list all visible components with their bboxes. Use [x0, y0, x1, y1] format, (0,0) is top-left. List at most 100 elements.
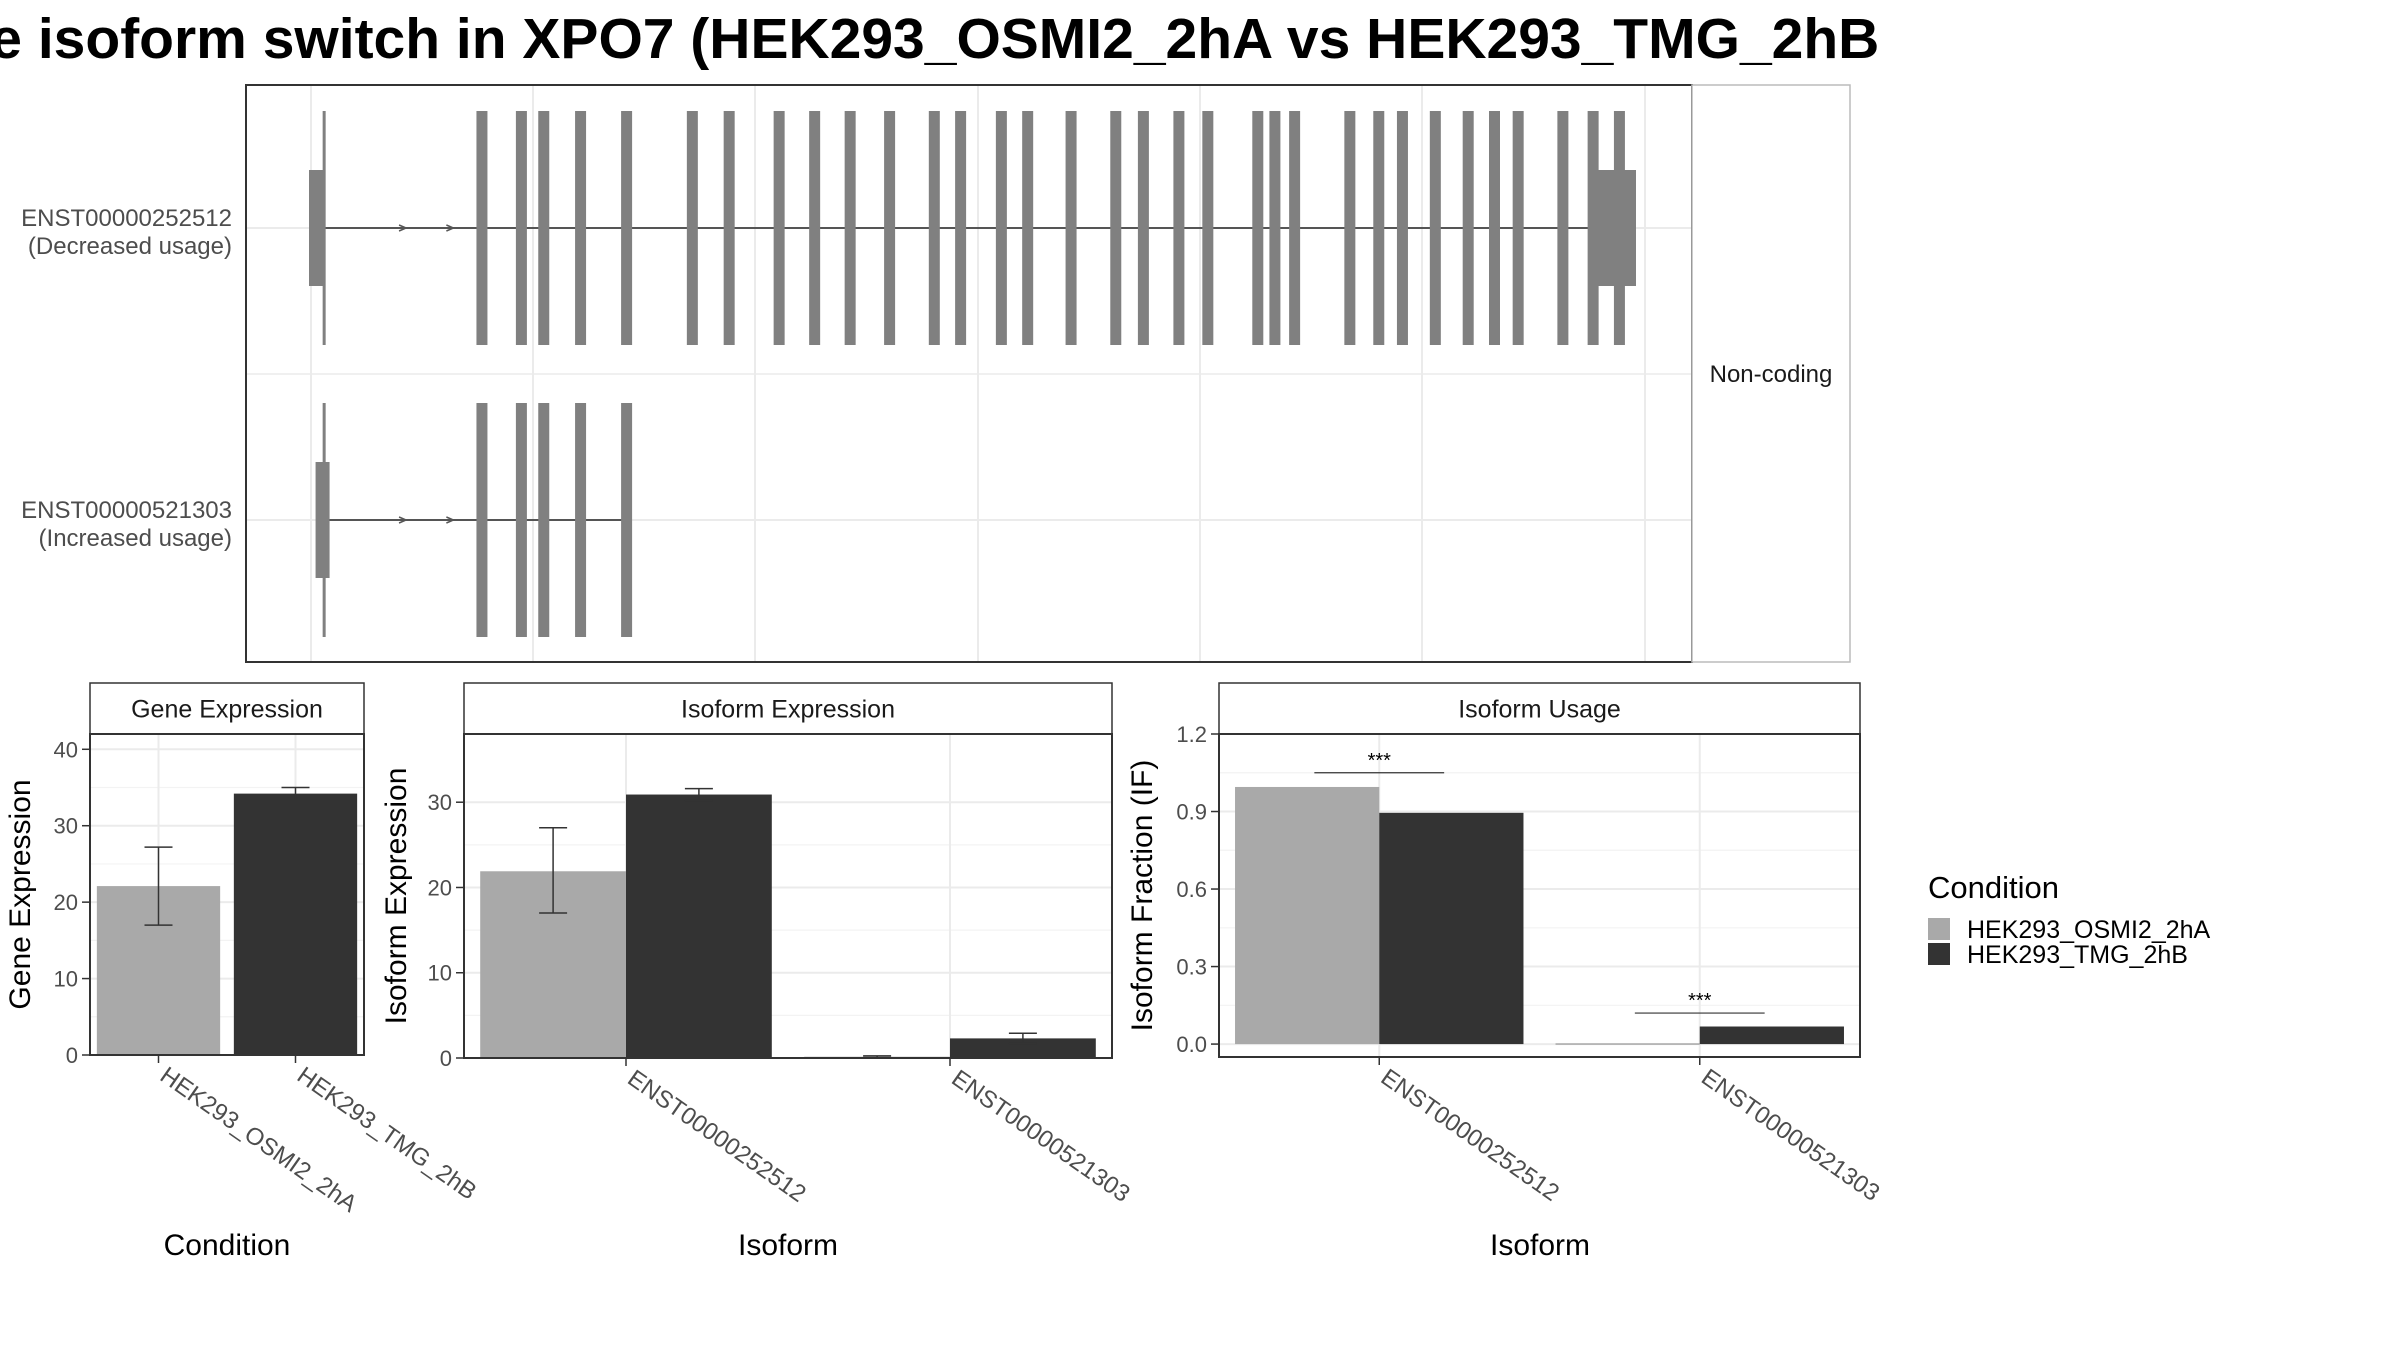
exon-block: [1489, 111, 1500, 345]
exon-block: [686, 111, 698, 345]
strand-arrow: [446, 224, 456, 232]
exon-block: [538, 111, 550, 345]
y-axis-title: Gene Expression: [4, 779, 37, 1009]
x-tick-label: ENST00000252512: [1376, 1064, 1564, 1207]
exon-block: [723, 111, 735, 345]
exon-block: [995, 111, 1007, 345]
bar: [1379, 812, 1524, 1045]
x-axis-title: Condition: [164, 1229, 291, 1262]
exon-block: [575, 403, 587, 637]
exon-block: [1110, 111, 1122, 345]
exon-block: [1587, 111, 1599, 345]
exon-block: [538, 403, 550, 637]
exon-block: [955, 111, 967, 345]
bar: [1235, 786, 1380, 1045]
exon-block: [884, 111, 896, 345]
significance-label: ***: [1688, 990, 1712, 1012]
utr-block: [315, 462, 330, 578]
exon-block: [1396, 111, 1408, 345]
legend-label: HEK293_TMG_2hB: [1967, 941, 2188, 969]
exon-block: [773, 111, 785, 345]
exon-block: [844, 111, 856, 345]
bar: [626, 794, 772, 1058]
facet-label: Non-coding: [1710, 361, 1833, 388]
exon-block: [1512, 111, 1524, 345]
y-axis-title: Isoform Expression: [380, 768, 413, 1025]
isoform-expression-panel: Isoform Expression 0 10 20 30 ENST00000252512…: [380, 682, 1135, 1262]
panel-frame: [463, 733, 1113, 1059]
legend-swatch: [1928, 918, 1950, 940]
x-tick-label: ENST00000252512: [623, 1065, 811, 1208]
exon-block: [809, 111, 821, 345]
x-axis-title: Isoform: [738, 1229, 838, 1262]
panel-frame: [89, 733, 365, 1056]
exon-block: [1137, 111, 1149, 345]
panel-strip: [1218, 682, 1861, 735]
y-tick-label: 0.0: [1176, 1032, 1207, 1057]
legend-swatch: [1928, 943, 1950, 965]
y-tick-label: 20: [54, 890, 78, 915]
y-tick-label: 0.9: [1176, 800, 1207, 825]
y-tick-label: 0: [66, 1043, 78, 1068]
panel-frame: [1218, 733, 1861, 1058]
exon-block: [515, 403, 527, 637]
exon-block: [1022, 111, 1034, 345]
y-tick-label: 10: [428, 961, 452, 986]
y-tick-label: 20: [428, 875, 452, 900]
transcript-usage-label: (Increased usage): [39, 525, 232, 552]
y-tick-label: 0.6: [1176, 877, 1207, 902]
exon-block: [575, 111, 587, 345]
x-axis-title: Isoform: [1490, 1229, 1590, 1262]
exon-block: [1344, 111, 1356, 345]
transcript-structure-panel: ENST00000252512(Decreased usage) ENST0000…: [21, 84, 1851, 663]
y-tick-label: 30: [54, 814, 78, 839]
y-tick-label: 0.3: [1176, 955, 1207, 980]
y-tick-label: 40: [54, 737, 78, 762]
panel-title: Gene Expression: [131, 696, 323, 724]
exon-block: [1373, 111, 1385, 345]
bar: [1555, 1043, 1700, 1045]
y-tick-label: 0: [440, 1046, 452, 1071]
y-tick-label: 30: [428, 790, 452, 815]
figure-title: The isoform switch in XPO7 (HEK293_OSMI2…: [0, 7, 1879, 71]
exon-block: [1269, 111, 1281, 345]
facet-strip: [1691, 84, 1851, 663]
legend-label: HEK293_OSMI2_2hA: [1967, 916, 2211, 944]
panel-title: Isoform Usage: [1458, 696, 1621, 724]
panel-strip: [89, 682, 365, 735]
exon-block: [1173, 111, 1185, 345]
panel-title: Isoform Expression: [681, 696, 895, 724]
exon-block: [1613, 111, 1625, 345]
exon-block: [1557, 111, 1569, 345]
isoform-usage-panel: Isoform Usage *** *** 0.0 0.3 0.6 0.9 1.2 ENST00…: [1126, 682, 1885, 1262]
significance-label: ***: [1368, 750, 1392, 772]
bar: [1699, 1026, 1844, 1045]
exon-block: [476, 111, 488, 345]
exon-block: [1252, 111, 1264, 345]
strand-arrow: [398, 224, 408, 232]
panel-strip: [463, 682, 1113, 735]
exon-block: [1462, 111, 1474, 345]
transcript-label: ENST00000521303: [21, 497, 232, 524]
y-axis-title: Isoform Fraction (IF): [1126, 760, 1159, 1032]
x-tick-label: ENST00000521303: [947, 1065, 1135, 1208]
exon-block: [322, 403, 326, 637]
exon-block: [476, 403, 488, 637]
exon-block: [621, 111, 633, 345]
bar: [233, 793, 358, 1055]
exon-block: [322, 111, 326, 345]
utr-block: [309, 170, 323, 286]
exon-block: [1202, 111, 1214, 345]
transcript-label: ENST00000252512: [21, 205, 232, 232]
exon-block: [1289, 111, 1301, 345]
exon-block: [1429, 111, 1441, 345]
y-tick-label: 1.2: [1176, 722, 1207, 747]
strand-arrow: [446, 516, 456, 524]
legend-title: Condition: [1928, 870, 2059, 905]
exon-block: [621, 403, 633, 637]
exon-block: [1065, 111, 1077, 345]
x-tick-label: ENST00000521303: [1696, 1064, 1884, 1207]
exon-block: [928, 111, 940, 345]
